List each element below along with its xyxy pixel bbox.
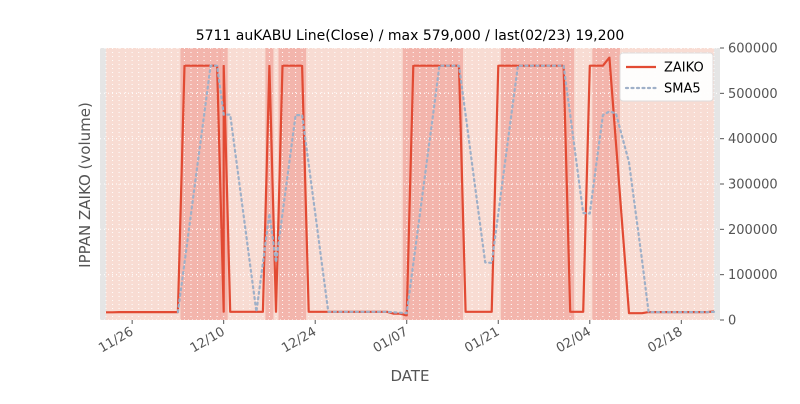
x-tick-label: 01/21: [462, 324, 502, 356]
y-tick-label: 0: [728, 314, 736, 329]
plot-edge-left: [100, 48, 106, 320]
x-axis-label: DATE: [390, 367, 429, 385]
y-tick-label: 200000: [728, 223, 778, 238]
y-tick-label: 400000: [728, 132, 778, 147]
x-tick-label: 01/07: [371, 324, 411, 356]
chart-title: 5711 auKABU Line(Close) / max 579,000 / …: [196, 28, 625, 44]
x-tick-label: 11/26: [96, 324, 136, 356]
y-tick-label: 500000: [728, 87, 778, 102]
legend-label-sma5: SMA5: [664, 82, 701, 97]
y-tick-label: 100000: [728, 268, 778, 283]
y-tick-label: 300000: [728, 178, 778, 193]
x-tick-label: 02/18: [645, 324, 685, 356]
y-tick-label: 600000: [728, 42, 778, 57]
series-sma5-line: [176, 64, 716, 315]
x-tick-label: 12/10: [188, 324, 228, 356]
x-tick-label: 02/04: [554, 324, 594, 356]
y-axis-label: IPPAN ZAIKO (volume): [76, 102, 94, 268]
legend-label-zaiko: ZAIKO: [664, 61, 704, 76]
x-tick-label: 12/24: [279, 324, 319, 356]
